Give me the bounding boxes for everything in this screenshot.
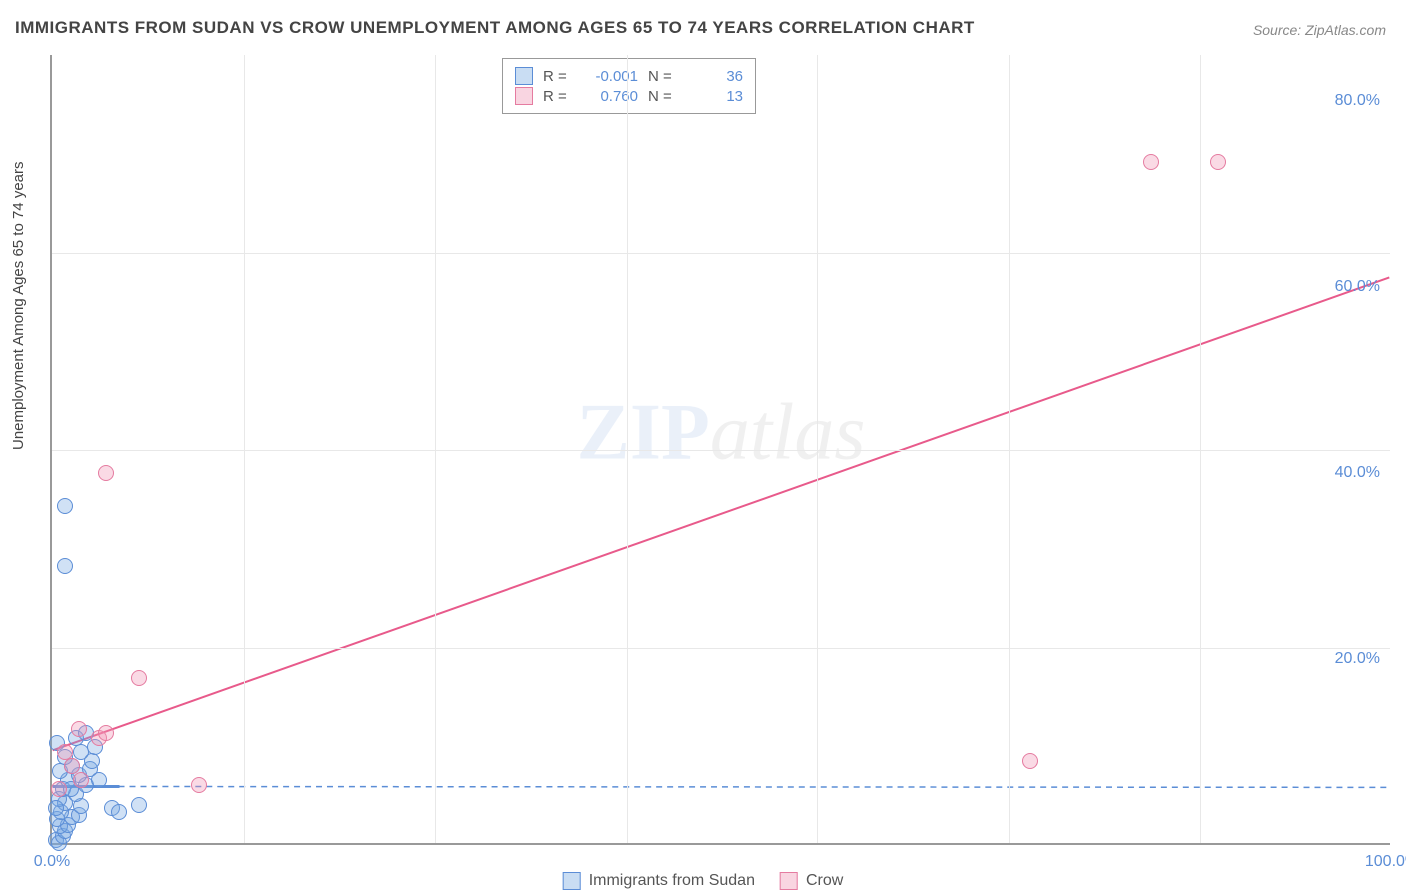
x-tick-label: 100.0%	[1365, 853, 1406, 871]
gridline-vertical	[1200, 55, 1201, 843]
gridline-vertical	[1009, 55, 1010, 843]
plot-area: ZIPatlas R = -0.001 N = 36 R = 0.760 N = 13 20.…	[50, 55, 1390, 845]
point-crow	[51, 781, 67, 797]
source-label: Source: ZipAtlas.com	[1253, 22, 1386, 38]
r-value: 0.760	[583, 88, 638, 105]
point-crow	[1143, 154, 1159, 170]
point-crow	[131, 670, 147, 686]
gridline-vertical	[435, 55, 436, 843]
point-sudan	[111, 804, 127, 820]
n-value: 36	[688, 68, 743, 85]
legend-stats: R = -0.001 N = 36 R = 0.760 N = 13	[502, 58, 756, 114]
y-tick-label: 80.0%	[1335, 92, 1380, 110]
gridline-horizontal	[52, 450, 1390, 451]
chart-container: IMMIGRANTS FROM SUDAN VS CROW UNEMPLOYME…	[0, 0, 1406, 892]
legend-swatch	[780, 872, 798, 890]
point-sudan	[57, 498, 73, 514]
legend-swatch	[563, 872, 581, 890]
y-axis-label: Unemployment Among Ages 65 to 74 years	[10, 161, 27, 450]
gridline-vertical	[817, 55, 818, 843]
point-crow	[191, 777, 207, 793]
point-crow	[98, 725, 114, 741]
point-crow	[1022, 753, 1038, 769]
point-crow	[1210, 154, 1226, 170]
gridline-vertical	[627, 55, 628, 843]
legend-label: Crow	[806, 872, 843, 890]
legend-stat-row: R = -0.001 N = 36	[515, 67, 743, 85]
point-sudan	[131, 797, 147, 813]
gridline-horizontal	[52, 253, 1390, 254]
y-tick-label: 20.0%	[1335, 650, 1380, 668]
r-value: -0.001	[583, 68, 638, 85]
gridline-vertical	[244, 55, 245, 843]
n-label: N =	[648, 88, 678, 105]
legend-series: Immigrants from Sudan Crow	[563, 872, 844, 890]
legend-item: Immigrants from Sudan	[563, 872, 755, 890]
y-tick-label: 40.0%	[1335, 464, 1380, 482]
legend-label: Immigrants from Sudan	[589, 872, 755, 890]
y-tick-label: 60.0%	[1335, 278, 1380, 296]
point-crow	[64, 758, 80, 774]
gridline-horizontal	[52, 648, 1390, 649]
point-crow	[71, 721, 87, 737]
legend-stat-row: R = 0.760 N = 13	[515, 87, 743, 105]
r-label: R =	[543, 68, 573, 85]
point-sudan	[91, 772, 107, 788]
regression-lines	[52, 55, 1390, 843]
n-value: 13	[688, 88, 743, 105]
r-label: R =	[543, 88, 573, 105]
legend-item: Crow	[780, 872, 843, 890]
n-label: N =	[648, 68, 678, 85]
watermark: ZIPatlas	[577, 388, 866, 479]
legend-swatch	[515, 87, 533, 105]
x-tick-label: 0.0%	[34, 853, 70, 871]
point-sudan	[48, 800, 64, 816]
point-crow	[73, 772, 89, 788]
chart-title: IMMIGRANTS FROM SUDAN VS CROW UNEMPLOYME…	[15, 18, 975, 38]
point-crow	[98, 465, 114, 481]
legend-swatch	[515, 67, 533, 85]
point-sudan	[57, 558, 73, 574]
